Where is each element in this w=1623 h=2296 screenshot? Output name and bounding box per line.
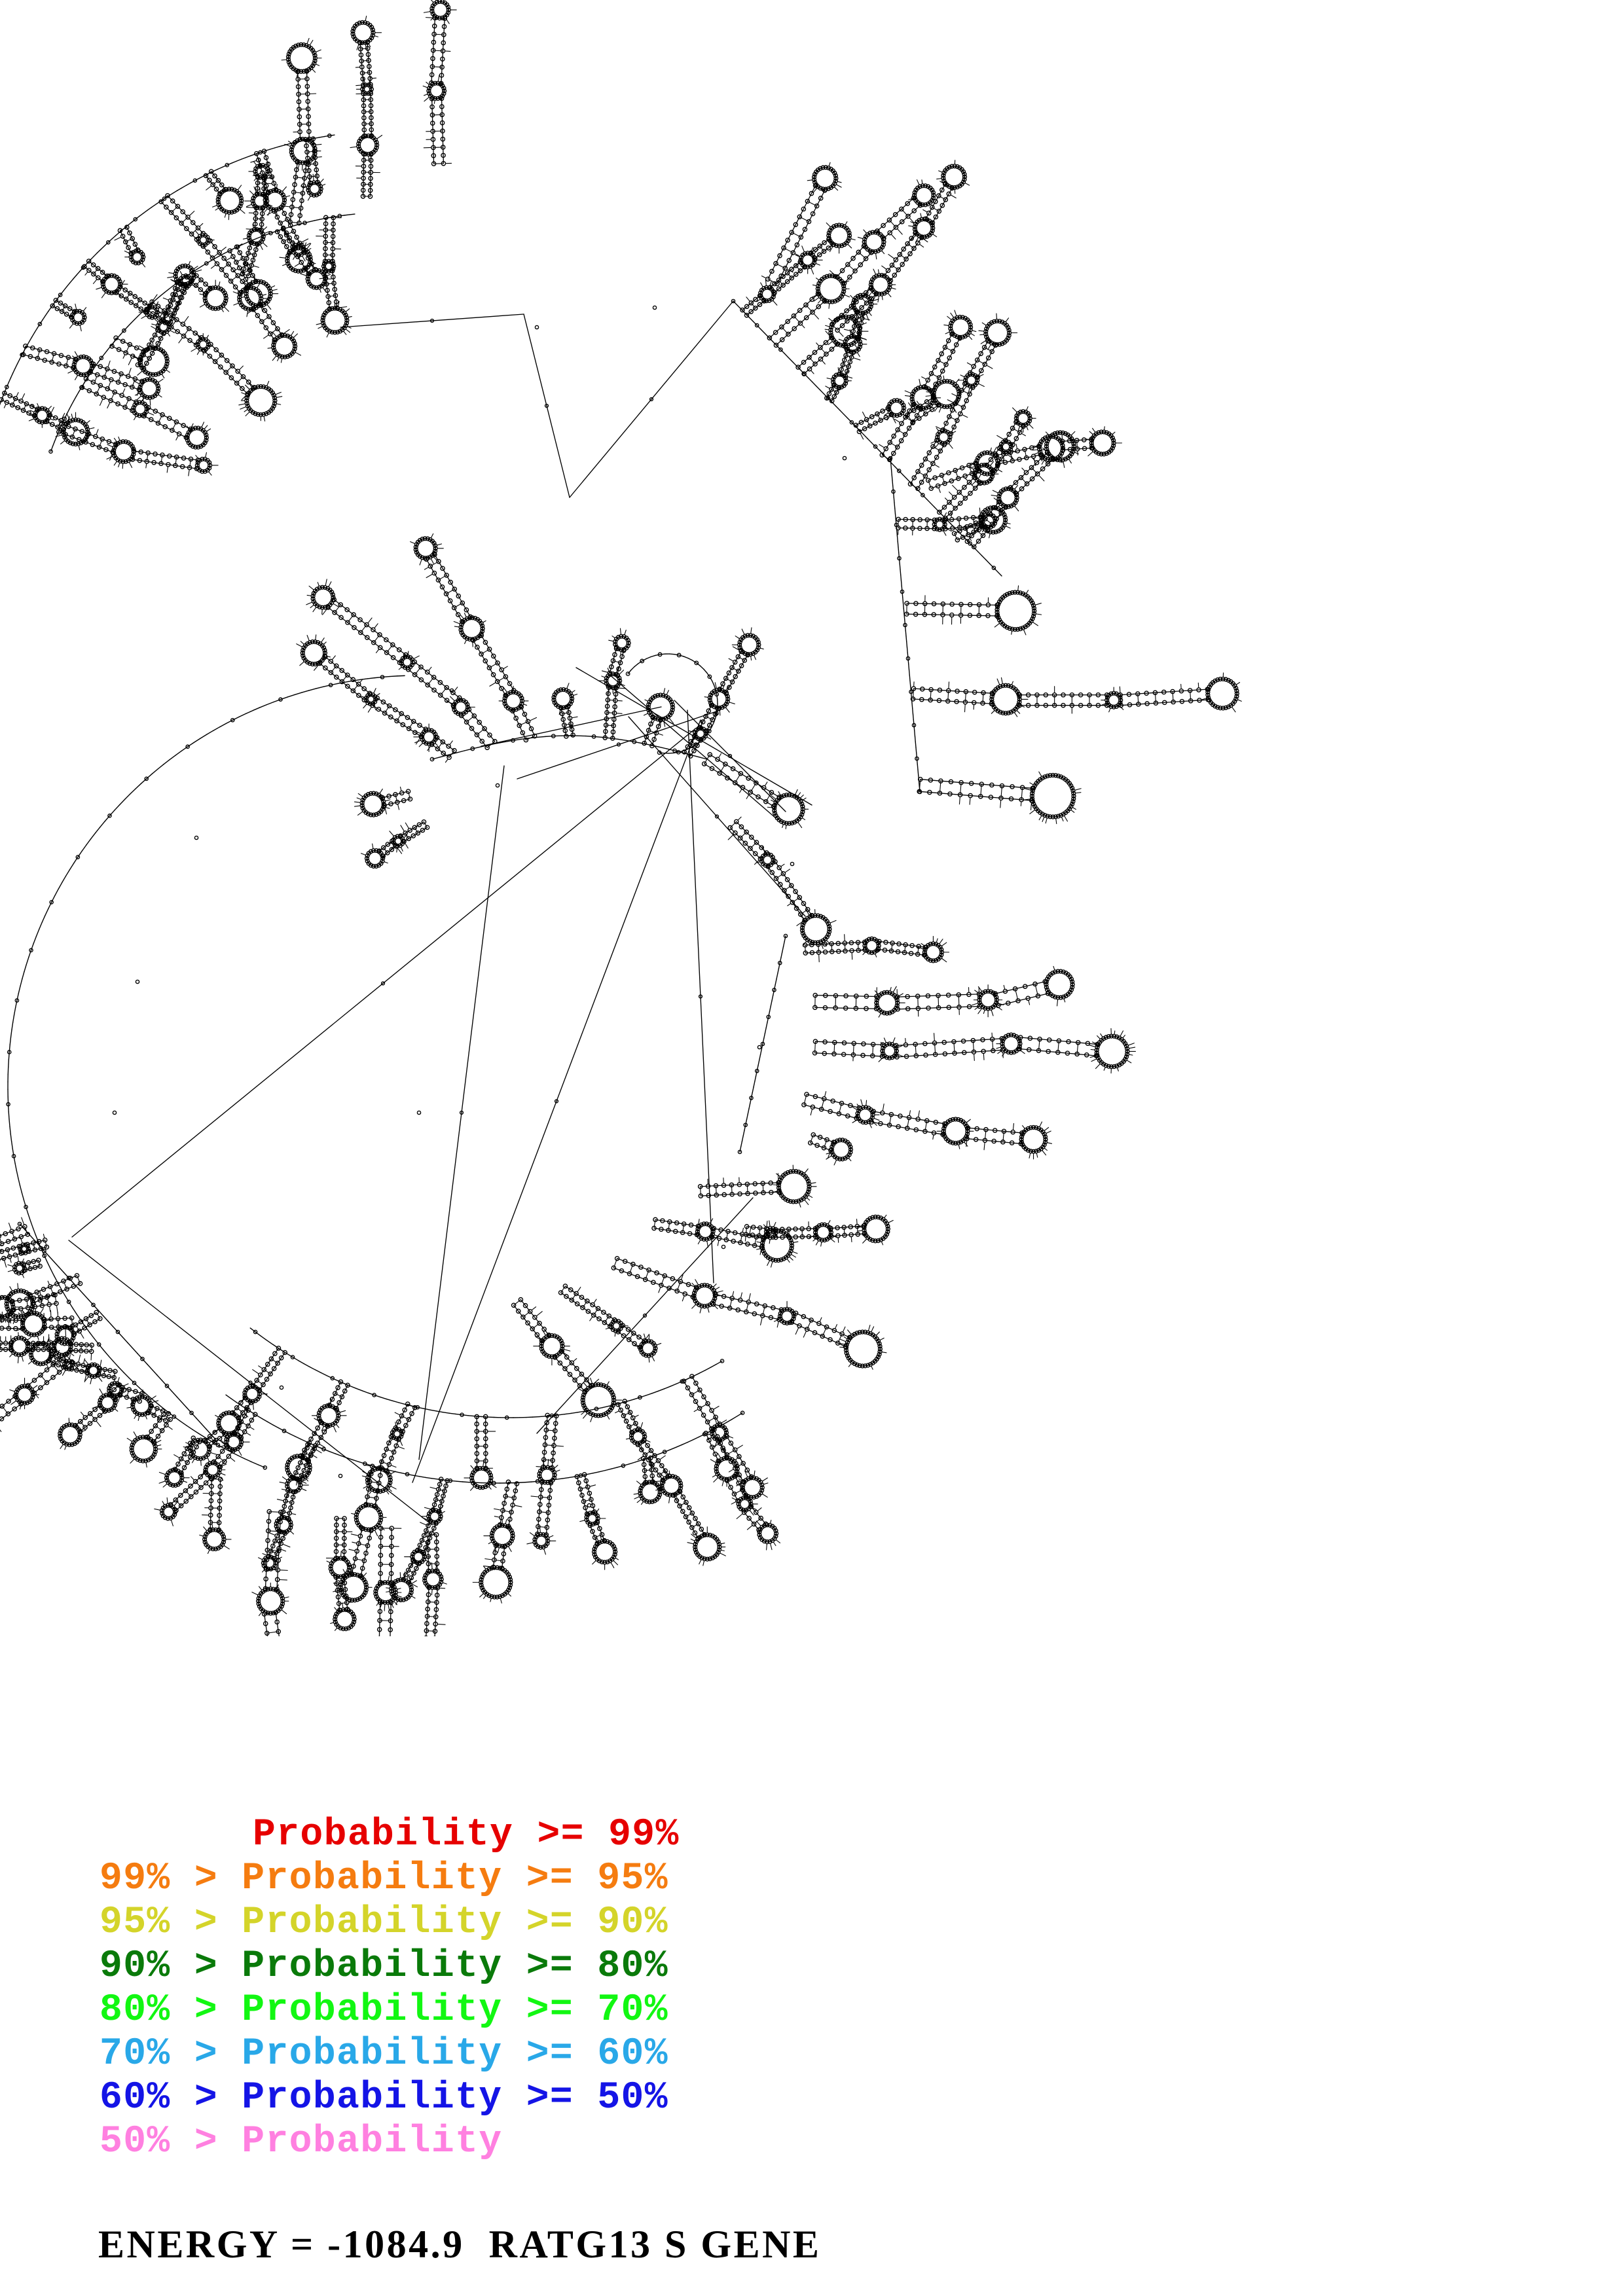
legend-row-p99: Probability >= 99% [253, 1814, 680, 1856]
legend-row-p60: 70% > Probability >= 60% [100, 2033, 668, 2075]
rna-secondary-structure-drawing [0, 0, 1242, 1636]
legend-row-plow: 50% > Probability [100, 2121, 503, 2163]
legend-row-p95: 99% > Probability >= 95% [100, 1857, 668, 1900]
structure-geometry [0, 0, 1242, 1636]
legend-row-p90: 95% > Probability >= 90% [100, 1901, 668, 1944]
legend-row-p80: 90% > Probability >= 80% [100, 1945, 668, 1988]
probability-legend: Probability >= 99% 99% > Probability >= … [0, 1813, 1623, 2164]
energy-caption: ENERGY = -1084.9 RATG13 S GENE [98, 2223, 822, 2266]
legend-row-p70: 80% > Probability >= 70% [100, 1989, 668, 2032]
rna-structure-panel [0, 0, 1242, 1636]
legend-row-p50: 60% > Probability >= 50% [100, 2077, 668, 2119]
